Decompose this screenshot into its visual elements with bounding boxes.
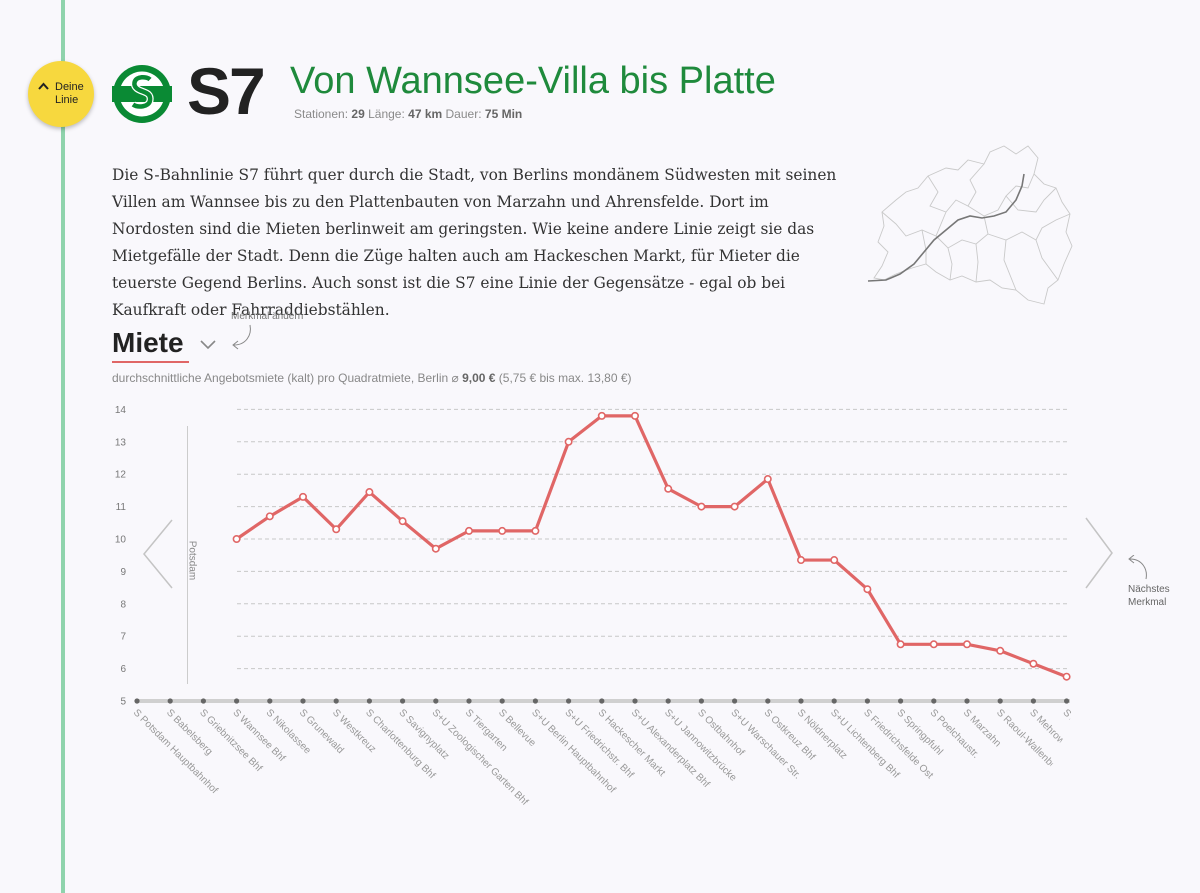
station-dot [267,698,273,704]
data-point [597,411,606,420]
station-dot [831,698,837,704]
sbahn-logo-icon [112,65,172,123]
chevron-down-icon[interactable] [200,340,216,350]
station-dot [200,698,206,704]
y-tick-label: 12 [115,470,127,481]
your-line-label-1: Deine [55,81,84,93]
y-tick-label: 14 [115,405,127,416]
series-line [235,414,1068,679]
data-point [1062,672,1071,681]
y-tick-label: 6 [120,664,126,675]
line-name: S7 [187,54,266,128]
data-point [796,556,805,565]
line-track [61,0,65,893]
data-point [896,640,905,649]
change-feature-hint: Merkmal ändern [231,311,304,322]
curved-arrow-icon [1128,555,1147,580]
data-point [830,556,839,565]
data-point [232,535,241,544]
station-dot [1064,698,1070,704]
station-dot [466,698,472,704]
feature-subtitle: durchschnittliche Angebotsmiete (kalt) p… [112,371,632,385]
data-point [431,544,440,553]
station-dot [167,698,173,704]
station-dot [1030,698,1036,704]
data-point [763,475,772,484]
next-feature-label[interactable]: Nächstes Merkmal [1128,584,1170,608]
data-point [265,512,274,521]
station-dot [632,698,638,704]
berlin-map-icon [867,145,1073,305]
chevron-up-icon [38,82,49,90]
previous-arrow-icon[interactable] [140,518,176,590]
data-point [962,640,971,649]
station-dot [134,698,140,704]
station-dot [400,698,406,704]
your-line-button[interactable]: Deine Linie [28,61,94,127]
station-dot [864,698,871,704]
data-point [365,488,374,497]
y-tick-label: 7 [120,632,126,643]
station-dot [366,698,372,704]
x-tick-label: S Mehrower Allee [1027,707,1091,771]
data-point [730,502,739,511]
station-dot [599,698,605,704]
data-point [996,646,1005,655]
data-point [498,526,507,535]
station-dot [698,698,705,704]
y-tick-label: 13 [115,437,127,448]
station-dot [566,698,572,704]
line-stats: Stationen: 29 Länge: 47 km Dauer: 75 Min [294,107,523,121]
data-point [531,526,540,535]
station-dot [300,698,306,704]
data-point [929,640,938,649]
feature-underline [112,361,189,363]
next-arrow-icon[interactable] [1082,516,1116,590]
station-dot [433,698,439,704]
x-tick-label: S Griebnitzsee Bhf [197,707,264,774]
y-tick-label: 9 [120,567,126,578]
station-dot [333,698,339,704]
page-title: Von Wannsee-Villa bis Platte [290,60,776,102]
curved-arrow-icon [232,324,251,350]
data-point [332,525,341,534]
station-dot [898,698,904,704]
y-tick-label: 10 [115,535,127,546]
your-line-label-2: Linie [55,94,79,106]
station-dot [997,698,1003,704]
station-dot [532,698,539,704]
station-dot [931,698,937,704]
y-tick-label: 8 [120,599,126,610]
y-tick-label: 11 [116,502,127,513]
data-point [697,502,706,511]
feature-selector[interactable]: Miete [112,327,184,358]
station-dot [234,698,240,704]
data-point [664,484,673,493]
data-point [464,526,473,535]
x-tick-label: S Ahrensfelde Bhf [1060,707,1125,772]
station-dot [732,698,738,704]
intro-text: Die S-Bahnlinie S7 führt quer durch die … [112,166,837,319]
station-dot [765,698,771,704]
station-dot [665,698,671,704]
data-point [863,585,872,594]
data-point [564,437,573,446]
data-point [630,411,639,420]
data-point [1029,659,1038,668]
station-dot [499,698,505,704]
station-dot [964,698,970,704]
data-point [298,492,307,501]
potsdam-divider [187,426,188,684]
data-point [398,517,407,526]
station-dot [798,698,804,704]
y-tick-label: 5 [120,697,126,708]
